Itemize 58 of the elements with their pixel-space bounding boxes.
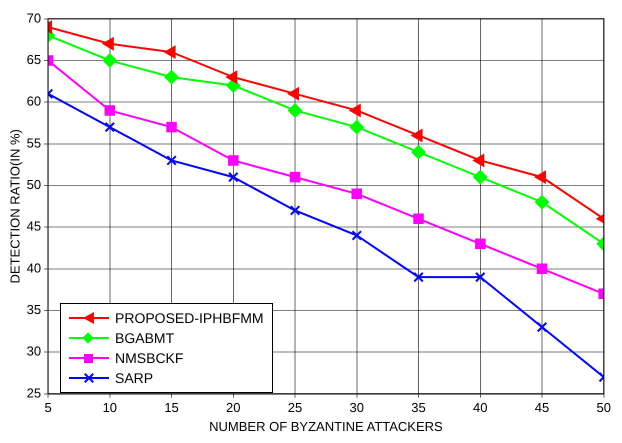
point	[290, 172, 300, 182]
y-tick-label: 40	[26, 260, 42, 276]
point	[350, 120, 364, 134]
x-tick-label: 35	[411, 400, 426, 416]
point	[102, 53, 117, 68]
point	[412, 129, 423, 142]
point	[166, 155, 177, 166]
point	[352, 230, 362, 241]
point	[352, 188, 362, 200]
x-tick-label: 45	[534, 400, 550, 416]
point	[413, 272, 424, 282]
y-tick-label: 50	[26, 177, 42, 192]
point	[536, 264, 548, 274]
point	[475, 238, 486, 250]
point	[226, 78, 240, 92]
point	[164, 70, 179, 84]
y-tick-label: 30	[26, 344, 42, 359]
point	[413, 214, 424, 224]
y-tick-label: 25	[26, 385, 42, 400]
point	[104, 105, 116, 116]
legend-label: NMSBCKF	[115, 350, 184, 366]
y-tick-label: 70	[26, 10, 42, 26]
point	[228, 155, 239, 166]
x-tick-label: 25	[288, 400, 302, 416]
x-tick-label: 10	[102, 400, 118, 416]
x-tick-label: 40	[473, 400, 488, 416]
legend-label: PROPOSED-IPHBFMM	[115, 310, 264, 326]
point	[104, 122, 116, 132]
y-tick-label: 45	[26, 218, 42, 234]
x-tick-label: 20	[226, 400, 241, 416]
point	[536, 322, 548, 332]
point	[288, 103, 302, 118]
y-tick-label: 35	[26, 302, 42, 318]
point	[535, 170, 546, 184]
point	[164, 46, 176, 58]
x-tick-label: 50	[596, 400, 612, 416]
y-tick-label: 60	[26, 94, 42, 109]
x-tick-label: 15	[164, 400, 179, 416]
point	[290, 205, 300, 216]
x-axis-title: NUMBER OF BYZANTINE ATTACKERS	[209, 418, 444, 434]
point	[226, 70, 238, 84]
point	[350, 104, 361, 117]
legend-label: BGABMT	[115, 330, 174, 346]
y-axis-title: DETECTION RATIO(IN %)	[7, 129, 22, 284]
point	[102, 38, 114, 50]
x-tick-label: 5	[44, 400, 52, 416]
point	[535, 195, 550, 210]
legend-label: SARP	[115, 370, 154, 386]
point	[166, 122, 177, 132]
point	[475, 272, 486, 282]
point	[473, 170, 488, 184]
point	[228, 172, 239, 182]
point	[473, 154, 484, 167]
y-tick-label: 65	[26, 52, 42, 68]
point	[412, 145, 426, 160]
x-tick-label: 30	[350, 400, 364, 416]
y-tick-label: 55	[26, 135, 42, 150]
point	[288, 88, 300, 100]
